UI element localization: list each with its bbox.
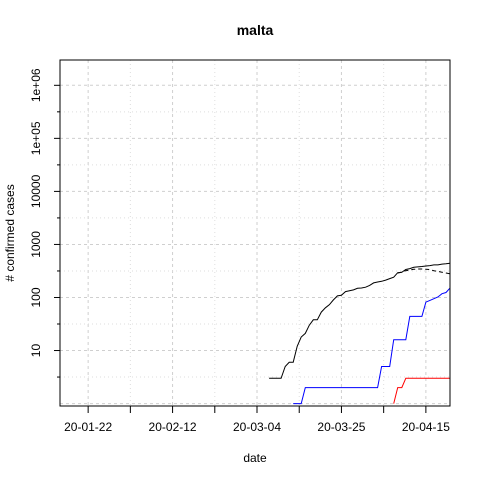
y-tick-label: 1e+06 — [29, 68, 43, 102]
series-layer — [269, 262, 451, 405]
series-line-black_solid — [269, 262, 451, 379]
grid-layer — [60, 60, 450, 406]
y-tick-label: 10000 — [29, 174, 43, 208]
y-tick-label: 10 — [29, 344, 43, 358]
x-tick-label: 20-02-12 — [149, 420, 197, 434]
series-line-red — [393, 377, 450, 404]
y-tick-label: 1e+05 — [29, 121, 43, 155]
x-tick-label: 20-03-25 — [317, 420, 365, 434]
series-line-black_dashed — [397, 268, 451, 275]
x-tick-label: 20-01-22 — [64, 420, 112, 434]
series-line-blue — [293, 287, 451, 405]
y-axis-label: # confirmed cases — [3, 184, 17, 281]
x-tick-label: 20-03-04 — [233, 420, 281, 434]
y-tick-label: 100 — [29, 287, 43, 307]
chart-title: malta — [237, 22, 274, 38]
y-tick-label: 1000 — [29, 231, 43, 258]
axis-layer: 20-01-22 20-02-12 20-03-04 20-03-25 20-04-15… — [29, 68, 450, 434]
x-axis-label: date — [243, 451, 267, 465]
x-tick-label: 20-04-15 — [402, 420, 450, 434]
